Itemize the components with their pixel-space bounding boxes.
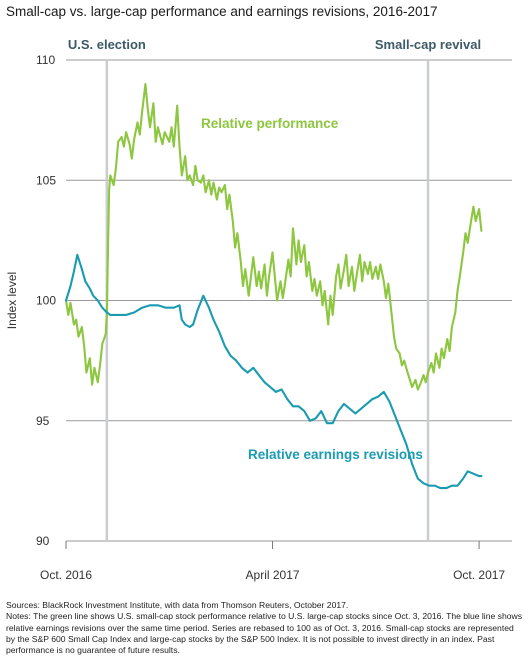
y-axis-title: Index level (5, 272, 19, 329)
series-lines (64, 83, 483, 490)
event-markers: U.S. election Small-cap revival (68, 37, 481, 541)
y-tick-label: 95 (36, 414, 50, 428)
x-tick-label: April 2017 (246, 568, 300, 582)
sources-text: Sources: BlackRock Investment Institute,… (6, 600, 349, 610)
series-line-earnings_revisions (64, 253, 483, 490)
y-tick-label: 105 (36, 173, 56, 187)
y-tick-label: 110 (36, 53, 55, 67)
axes: 90 95 100 105 110 Index level Oct. 2016 April 2… (5, 53, 505, 582)
x-tick-label: Oct. 2016 (40, 568, 92, 582)
event-label: U.S. election (68, 37, 146, 52)
notes-text: Notes: The green line shows U.S. small-c… (6, 611, 523, 656)
series-line-relative_performance (64, 83, 483, 391)
annotation-earnings_revisions: Relative earnings revisions (248, 447, 423, 462)
y-tick-label: 100 (36, 294, 56, 308)
event-label: Small-cap revival (375, 37, 481, 52)
chart-notes: Sources: BlackRock Investment Institute,… (6, 600, 524, 656)
chart-title: Small-cap vs. large-cap performance and … (6, 4, 438, 19)
y-tick-label: 90 (36, 534, 50, 548)
annotation-relative_performance: Relative performance (201, 116, 339, 131)
chart-labels: Relative performance Relative earnings re… (201, 116, 423, 462)
gridlines (66, 59, 512, 542)
line-chart: U.S. election Small-cap revival 90 95 100 10… (5, 37, 512, 582)
x-tick-label: Oct. 2017 (453, 568, 505, 582)
